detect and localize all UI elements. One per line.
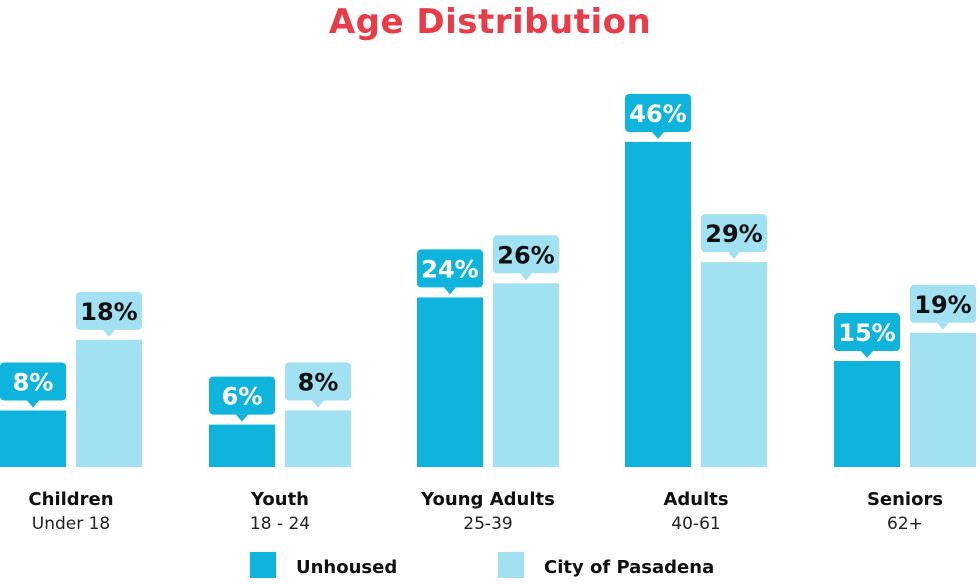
- data-label: 46%: [625, 94, 691, 139]
- data-label: 19%: [910, 284, 976, 330]
- data-label: 6%: [209, 376, 275, 422]
- data-label: 8%: [0, 362, 66, 408]
- category-label: Children: [28, 489, 113, 510]
- data-label-pointer: [103, 329, 115, 337]
- category-label: Youth: [250, 489, 309, 510]
- bars-layer: [0, 142, 976, 467]
- data-label: 24%: [417, 249, 483, 295]
- data-label-bubble: [493, 235, 559, 274]
- data-label-pointer: [236, 414, 248, 422]
- data-label-bubble: [0, 362, 66, 401]
- bar-unhoused-children: [0, 410, 66, 467]
- bar-city-of-pasadena-young-adults: [493, 283, 559, 467]
- data-label-bubble: [285, 362, 351, 401]
- category-sublabel: 18 - 24: [250, 514, 310, 534]
- chart-title: Age Distribution: [328, 2, 652, 42]
- data-label-pointer: [937, 322, 949, 330]
- category-label: Adults: [663, 489, 728, 510]
- data-label-text: 6%: [222, 383, 263, 411]
- data-label: 8%: [285, 362, 351, 408]
- data-label-text: 26%: [497, 241, 554, 269]
- data-label: 29%: [701, 214, 767, 260]
- category-sublabel: 40-61: [671, 514, 720, 534]
- data-label: 26%: [493, 235, 559, 281]
- data-label-pointer: [861, 351, 873, 359]
- data-label-pointer: [520, 273, 532, 281]
- category-sublabel: Under 18: [32, 514, 111, 534]
- data-label-text: 15%: [838, 319, 895, 347]
- bar-unhoused-young-adults: [417, 297, 483, 467]
- data-label-pointer: [728, 252, 740, 260]
- data-label-text: 24%: [421, 255, 478, 283]
- data-label-bubble: [76, 291, 142, 330]
- data-label-bubble: [417, 249, 483, 288]
- legend-label: City of Pasadena: [544, 557, 714, 578]
- data-label-pointer: [27, 400, 39, 408]
- data-label-bubble: [701, 214, 767, 253]
- data-labels-layer: 8% 6% 24% 46% 15% 18% 8% 26% 29% 19%: [0, 94, 976, 422]
- bar-city-of-pasadena-youth: [285, 410, 351, 467]
- data-label-text: 8%: [298, 368, 339, 396]
- data-label-text: 29%: [705, 220, 762, 248]
- data-label-pointer: [444, 287, 456, 295]
- category-label: Seniors: [867, 489, 943, 510]
- bar-city-of-pasadena-adults: [701, 262, 767, 467]
- data-label-bubble: [209, 376, 275, 415]
- data-label: 15%: [834, 313, 900, 359]
- category-sublabel: 25-39: [463, 514, 512, 534]
- data-label-bubble: [910, 284, 976, 323]
- data-label: 18%: [76, 291, 142, 337]
- bar-unhoused-youth: [209, 424, 275, 467]
- legend: Unhoused City of Pasadena: [250, 552, 714, 578]
- bar-city-of-pasadena-children: [76, 339, 142, 467]
- bar-city-of-pasadena-seniors: [910, 332, 976, 467]
- bar-unhoused-seniors: [834, 361, 900, 467]
- category-label: Young Adults: [420, 489, 555, 510]
- data-label-text: 8%: [13, 368, 54, 396]
- data-label-text: 18%: [80, 298, 137, 326]
- legend-label: Unhoused: [296, 557, 397, 578]
- legend-swatch: [250, 552, 276, 578]
- legend-swatch: [498, 552, 524, 578]
- category-labels-layer: Children Under 18 Youth 18 - 24 Young Adults…: [28, 489, 943, 534]
- data-label-text: 19%: [914, 291, 971, 319]
- data-label-pointer: [312, 400, 324, 408]
- data-label-bubble: [625, 94, 691, 132]
- bar-unhoused-adults: [625, 142, 691, 467]
- data-label-bubble: [834, 313, 900, 352]
- category-sublabel: 62+: [887, 514, 923, 534]
- data-label-pointer: [652, 132, 664, 139]
- data-label-text: 46%: [629, 100, 686, 128]
